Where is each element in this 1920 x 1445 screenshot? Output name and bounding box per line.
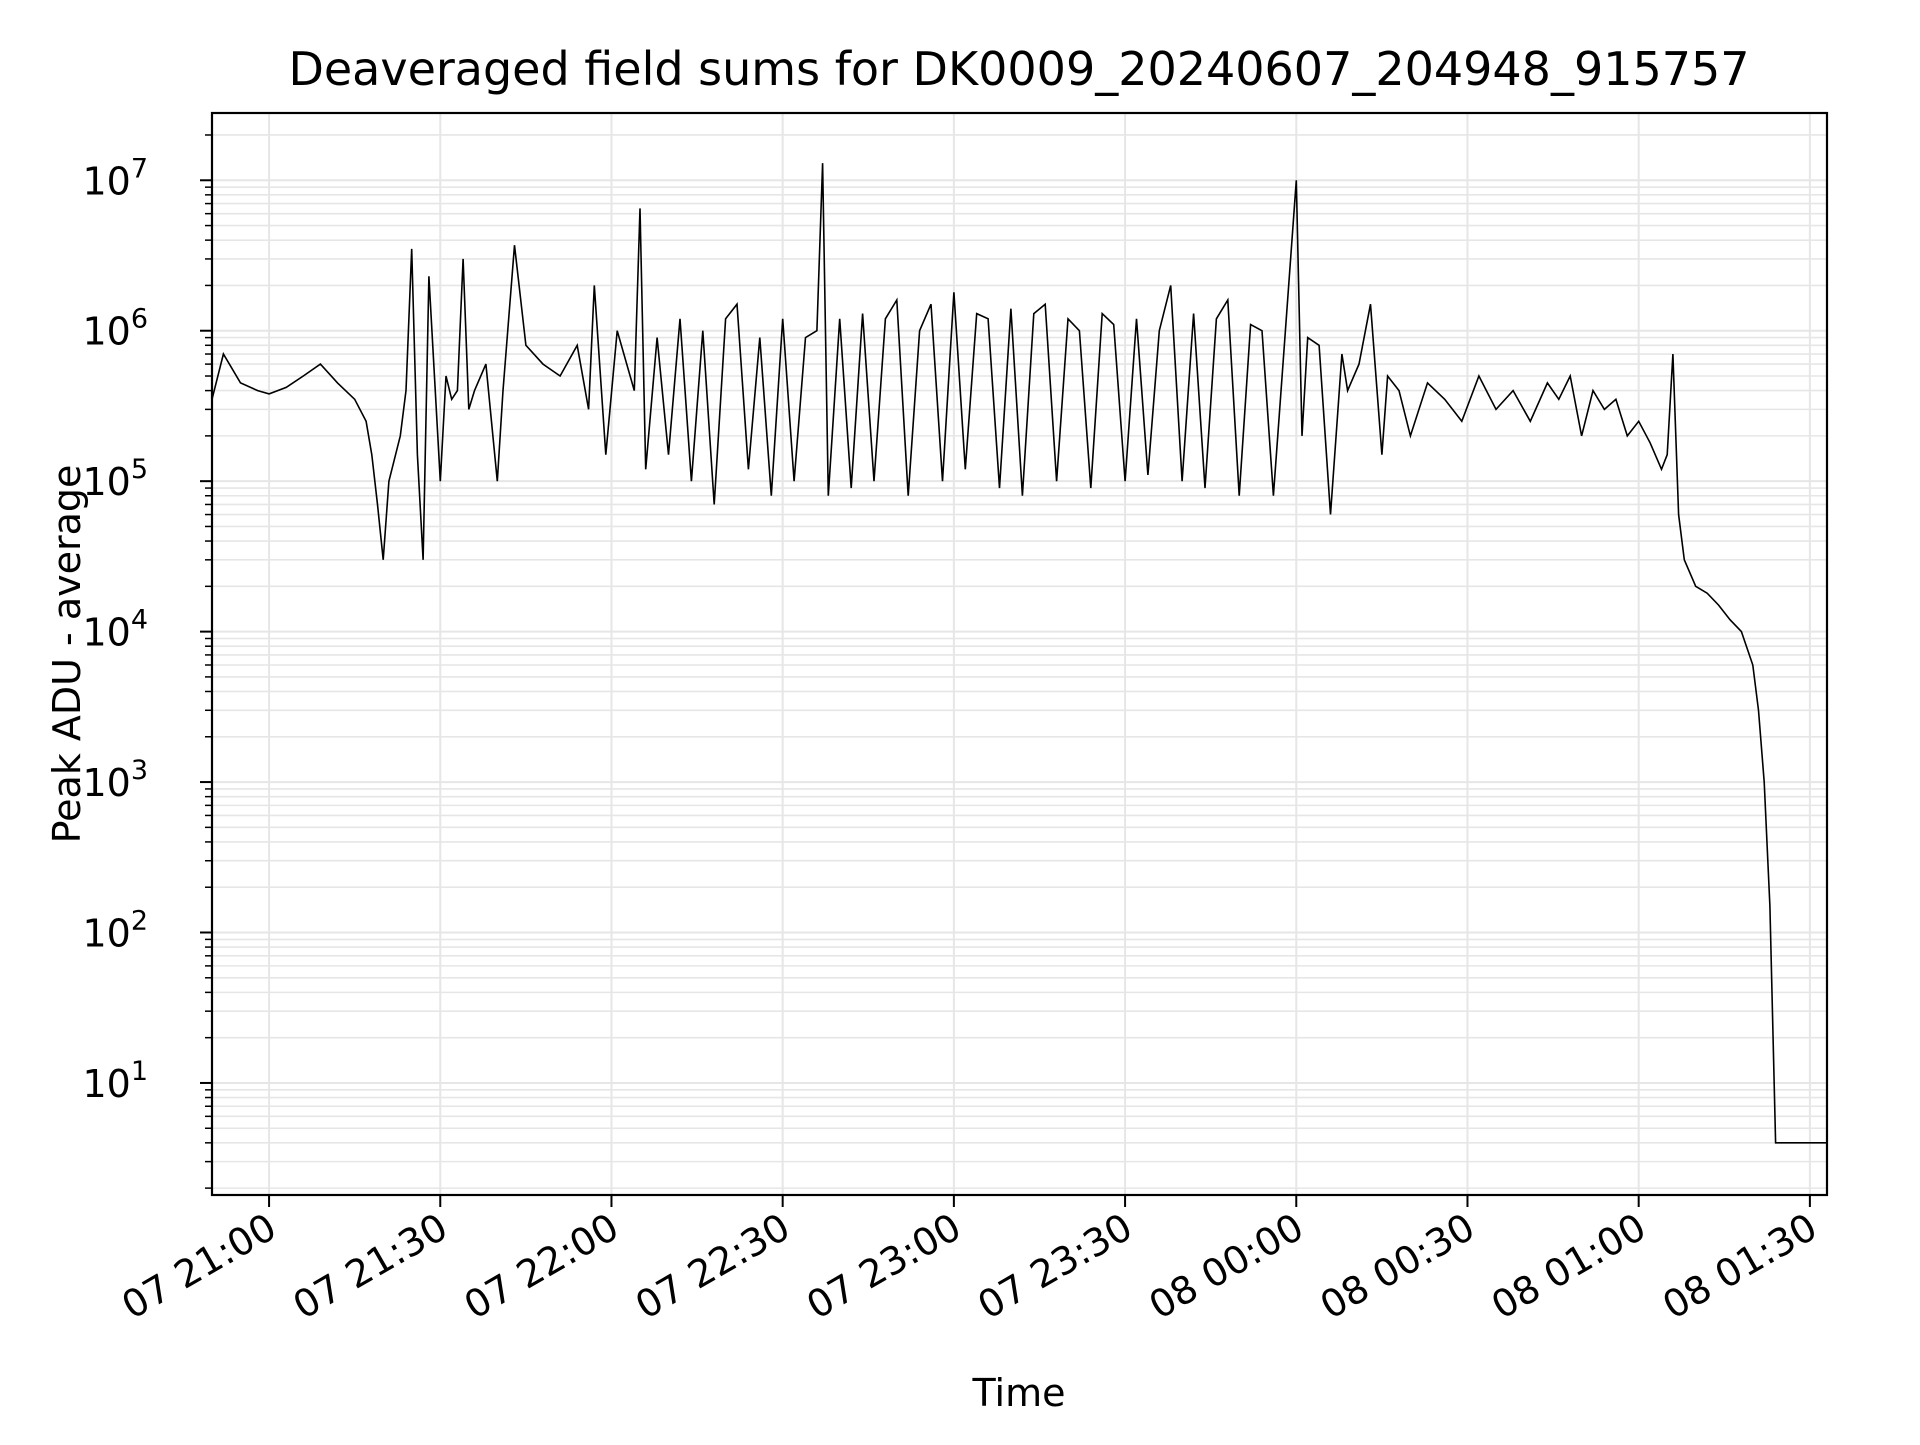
chart-title: Deaveraged field sums for DK0009_2024060… <box>288 42 1749 96</box>
y-tick-label: 102 <box>82 906 148 956</box>
series-layer <box>211 163 1827 1144</box>
y-tick-label: 104 <box>82 605 148 655</box>
y-axis-label: Peak ADU - average <box>45 465 89 844</box>
y-tick-label: 103 <box>82 755 148 805</box>
x-axis-label: Time <box>972 1371 1066 1415</box>
y-tick-label: 107 <box>82 153 148 203</box>
y-tick-label: 105 <box>82 454 148 504</box>
series-line <box>211 163 1827 1144</box>
grid-layer <box>212 113 1827 1195</box>
plot-frame <box>210 111 1829 1197</box>
y-tick-label: 101 <box>82 1056 148 1106</box>
y-axis-ticks: 101 102 103 104 105 106 107 <box>82 134 212 1189</box>
y-tick-label: 106 <box>82 304 148 354</box>
